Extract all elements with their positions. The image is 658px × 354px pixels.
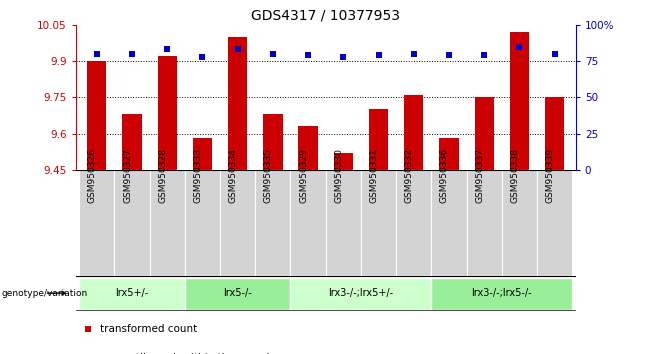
- Text: GSM950328: GSM950328: [158, 148, 167, 203]
- Bar: [474, 97, 494, 170]
- Bar: [228, 37, 247, 170]
- Text: GSM950326: GSM950326: [88, 148, 97, 203]
- Bar: [432, 170, 467, 276]
- Text: lrx3-/-;lrx5-/-: lrx3-/-;lrx5-/-: [472, 288, 532, 298]
- Bar: [334, 153, 353, 170]
- Point: [338, 54, 349, 59]
- Bar: [404, 95, 424, 170]
- Bar: [510, 32, 529, 170]
- Bar: [502, 170, 537, 276]
- Text: GSM950329: GSM950329: [299, 148, 308, 203]
- Bar: [157, 56, 177, 170]
- Point: [83, 326, 93, 332]
- Bar: [149, 170, 185, 276]
- Bar: [361, 170, 396, 276]
- Text: genotype/variation: genotype/variation: [1, 289, 88, 298]
- Bar: [432, 278, 572, 310]
- Bar: [185, 278, 290, 310]
- Title: GDS4317 / 10377953: GDS4317 / 10377953: [251, 8, 400, 22]
- Bar: [263, 114, 282, 170]
- Bar: [79, 278, 185, 310]
- Bar: [255, 170, 290, 276]
- Text: lrx5+/-: lrx5+/-: [115, 288, 149, 298]
- Bar: [545, 97, 565, 170]
- Point: [268, 51, 278, 57]
- Point: [127, 51, 138, 57]
- Point: [373, 52, 384, 58]
- Bar: [122, 114, 141, 170]
- Text: lrx3-/-;lrx5+/-: lrx3-/-;lrx5+/-: [328, 288, 393, 298]
- Bar: [290, 278, 432, 310]
- Text: GSM950338: GSM950338: [511, 148, 519, 203]
- Point: [197, 54, 208, 59]
- Bar: [220, 170, 255, 276]
- Point: [549, 51, 560, 57]
- Text: GSM950333: GSM950333: [193, 148, 203, 203]
- Bar: [79, 170, 114, 276]
- Point: [232, 47, 243, 52]
- Point: [479, 52, 490, 58]
- Point: [303, 52, 313, 58]
- Bar: [369, 109, 388, 170]
- Text: GSM950327: GSM950327: [123, 148, 132, 203]
- Text: GSM950332: GSM950332: [405, 148, 414, 203]
- Bar: [440, 138, 459, 170]
- Bar: [87, 61, 107, 170]
- Point: [514, 44, 524, 49]
- Text: lrx5-/-: lrx5-/-: [223, 288, 252, 298]
- Text: GSM950337: GSM950337: [475, 148, 484, 203]
- Bar: [326, 170, 361, 276]
- Text: GSM950336: GSM950336: [440, 148, 449, 203]
- Bar: [114, 170, 149, 276]
- Point: [409, 51, 419, 57]
- Bar: [396, 170, 432, 276]
- Bar: [467, 170, 502, 276]
- Bar: [193, 138, 212, 170]
- Bar: [299, 126, 318, 170]
- Bar: [290, 170, 326, 276]
- Point: [91, 51, 102, 57]
- Text: GSM950334: GSM950334: [229, 148, 238, 203]
- Text: percentile rank within the sample: percentile rank within the sample: [99, 353, 276, 354]
- Bar: [537, 170, 572, 276]
- Text: GSM950339: GSM950339: [545, 148, 555, 203]
- Text: GSM950335: GSM950335: [264, 148, 273, 203]
- Point: [162, 47, 172, 52]
- Point: [443, 52, 454, 58]
- Text: GSM950331: GSM950331: [370, 148, 378, 203]
- Text: GSM950330: GSM950330: [334, 148, 343, 203]
- Bar: [185, 170, 220, 276]
- Text: transformed count: transformed count: [99, 324, 197, 334]
